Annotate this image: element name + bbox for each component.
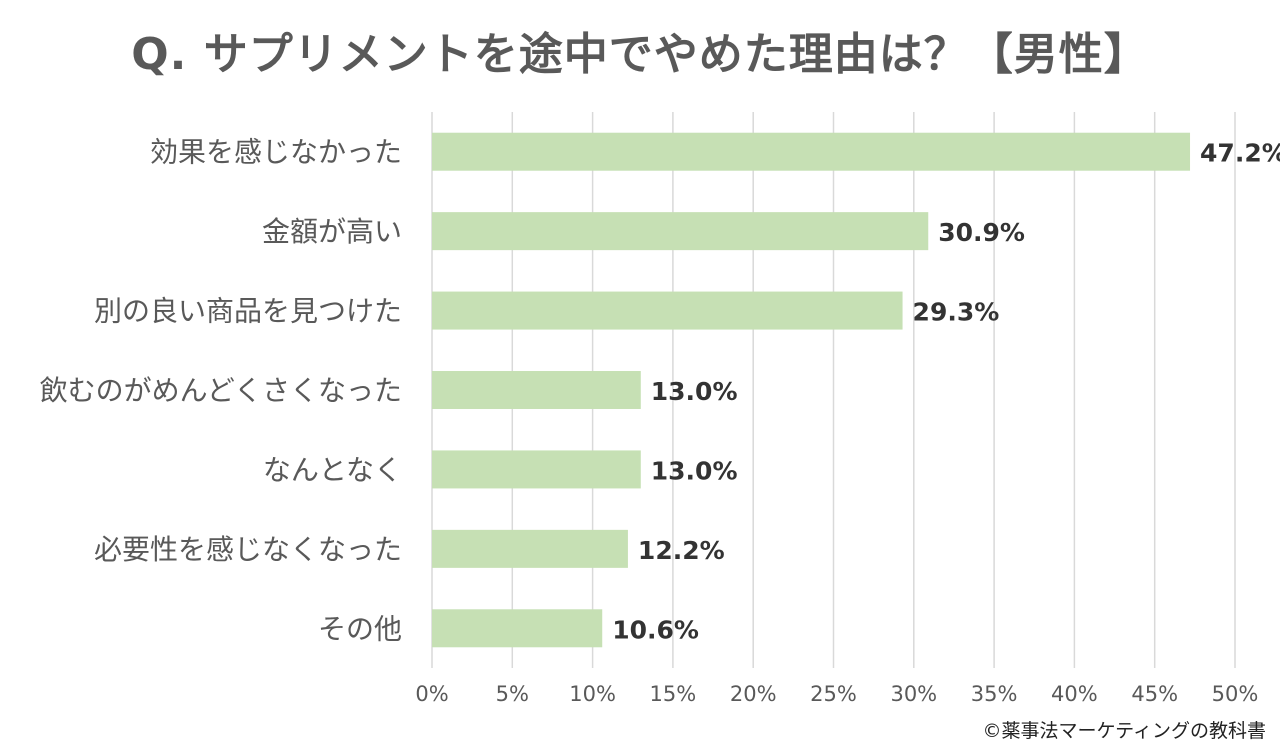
- x-tick-label: 15%: [650, 682, 697, 706]
- data-label: 30.9%: [938, 218, 1025, 247]
- bar: [432, 609, 603, 648]
- value-labels: 47.2% 30.9% 29.3% 13.0% 13.0% 12.2% 10.6%: [612, 139, 1280, 645]
- data-label: 29.3%: [913, 298, 1000, 327]
- x-tick-label: 30%: [890, 682, 937, 706]
- bar: [432, 529, 628, 568]
- category-label: 別の良い商品を見つけた: [94, 295, 402, 328]
- data-label: 13.0%: [651, 377, 738, 406]
- chart-title: Q. サプリメントを途中でやめた理由は？【男性】: [131, 29, 1149, 80]
- category-labels: 効果を感じなかった金額が高い別の良い商品を見つけた飲むのがめんどくさくなったなん…: [40, 136, 402, 646]
- x-tick-label: 5%: [496, 682, 529, 706]
- bar: [432, 132, 1191, 171]
- bars: [432, 132, 1191, 648]
- x-tick-label: 0%: [415, 682, 448, 706]
- x-tick-label: 10%: [569, 682, 616, 706]
- category-label: なんとなく: [263, 453, 402, 486]
- x-tick-label: 45%: [1131, 682, 1178, 706]
- x-tick-label: 40%: [1051, 682, 1098, 706]
- bar: [432, 291, 903, 330]
- x-tick-labels: 0% 5% 10% 15% 20% 25% 30% 35% 40% 45% 50%: [415, 682, 1258, 706]
- category-label: 必要性を感じなくなった: [94, 533, 402, 566]
- data-label: 10.6%: [612, 615, 699, 644]
- x-tick-label: 25%: [810, 682, 857, 706]
- category-label: 効果を感じなかった: [150, 136, 402, 169]
- x-tick-label: 35%: [971, 682, 1018, 706]
- data-label: 12.2%: [638, 536, 725, 565]
- x-tick-label: 50%: [1212, 682, 1259, 706]
- bar: [432, 212, 929, 251]
- data-label: 47.2%: [1200, 139, 1280, 168]
- bar: [432, 450, 641, 489]
- copyright-credit: ©薬事法マーケティングの教科書: [982, 720, 1266, 742]
- bar: [432, 371, 641, 409]
- category-label: その他: [318, 612, 402, 645]
- category-label: 金額が高い: [262, 215, 402, 248]
- category-label: 飲むのがめんどくさくなった: [40, 374, 402, 407]
- data-label: 13.0%: [651, 456, 738, 485]
- x-tick-label: 20%: [730, 682, 777, 706]
